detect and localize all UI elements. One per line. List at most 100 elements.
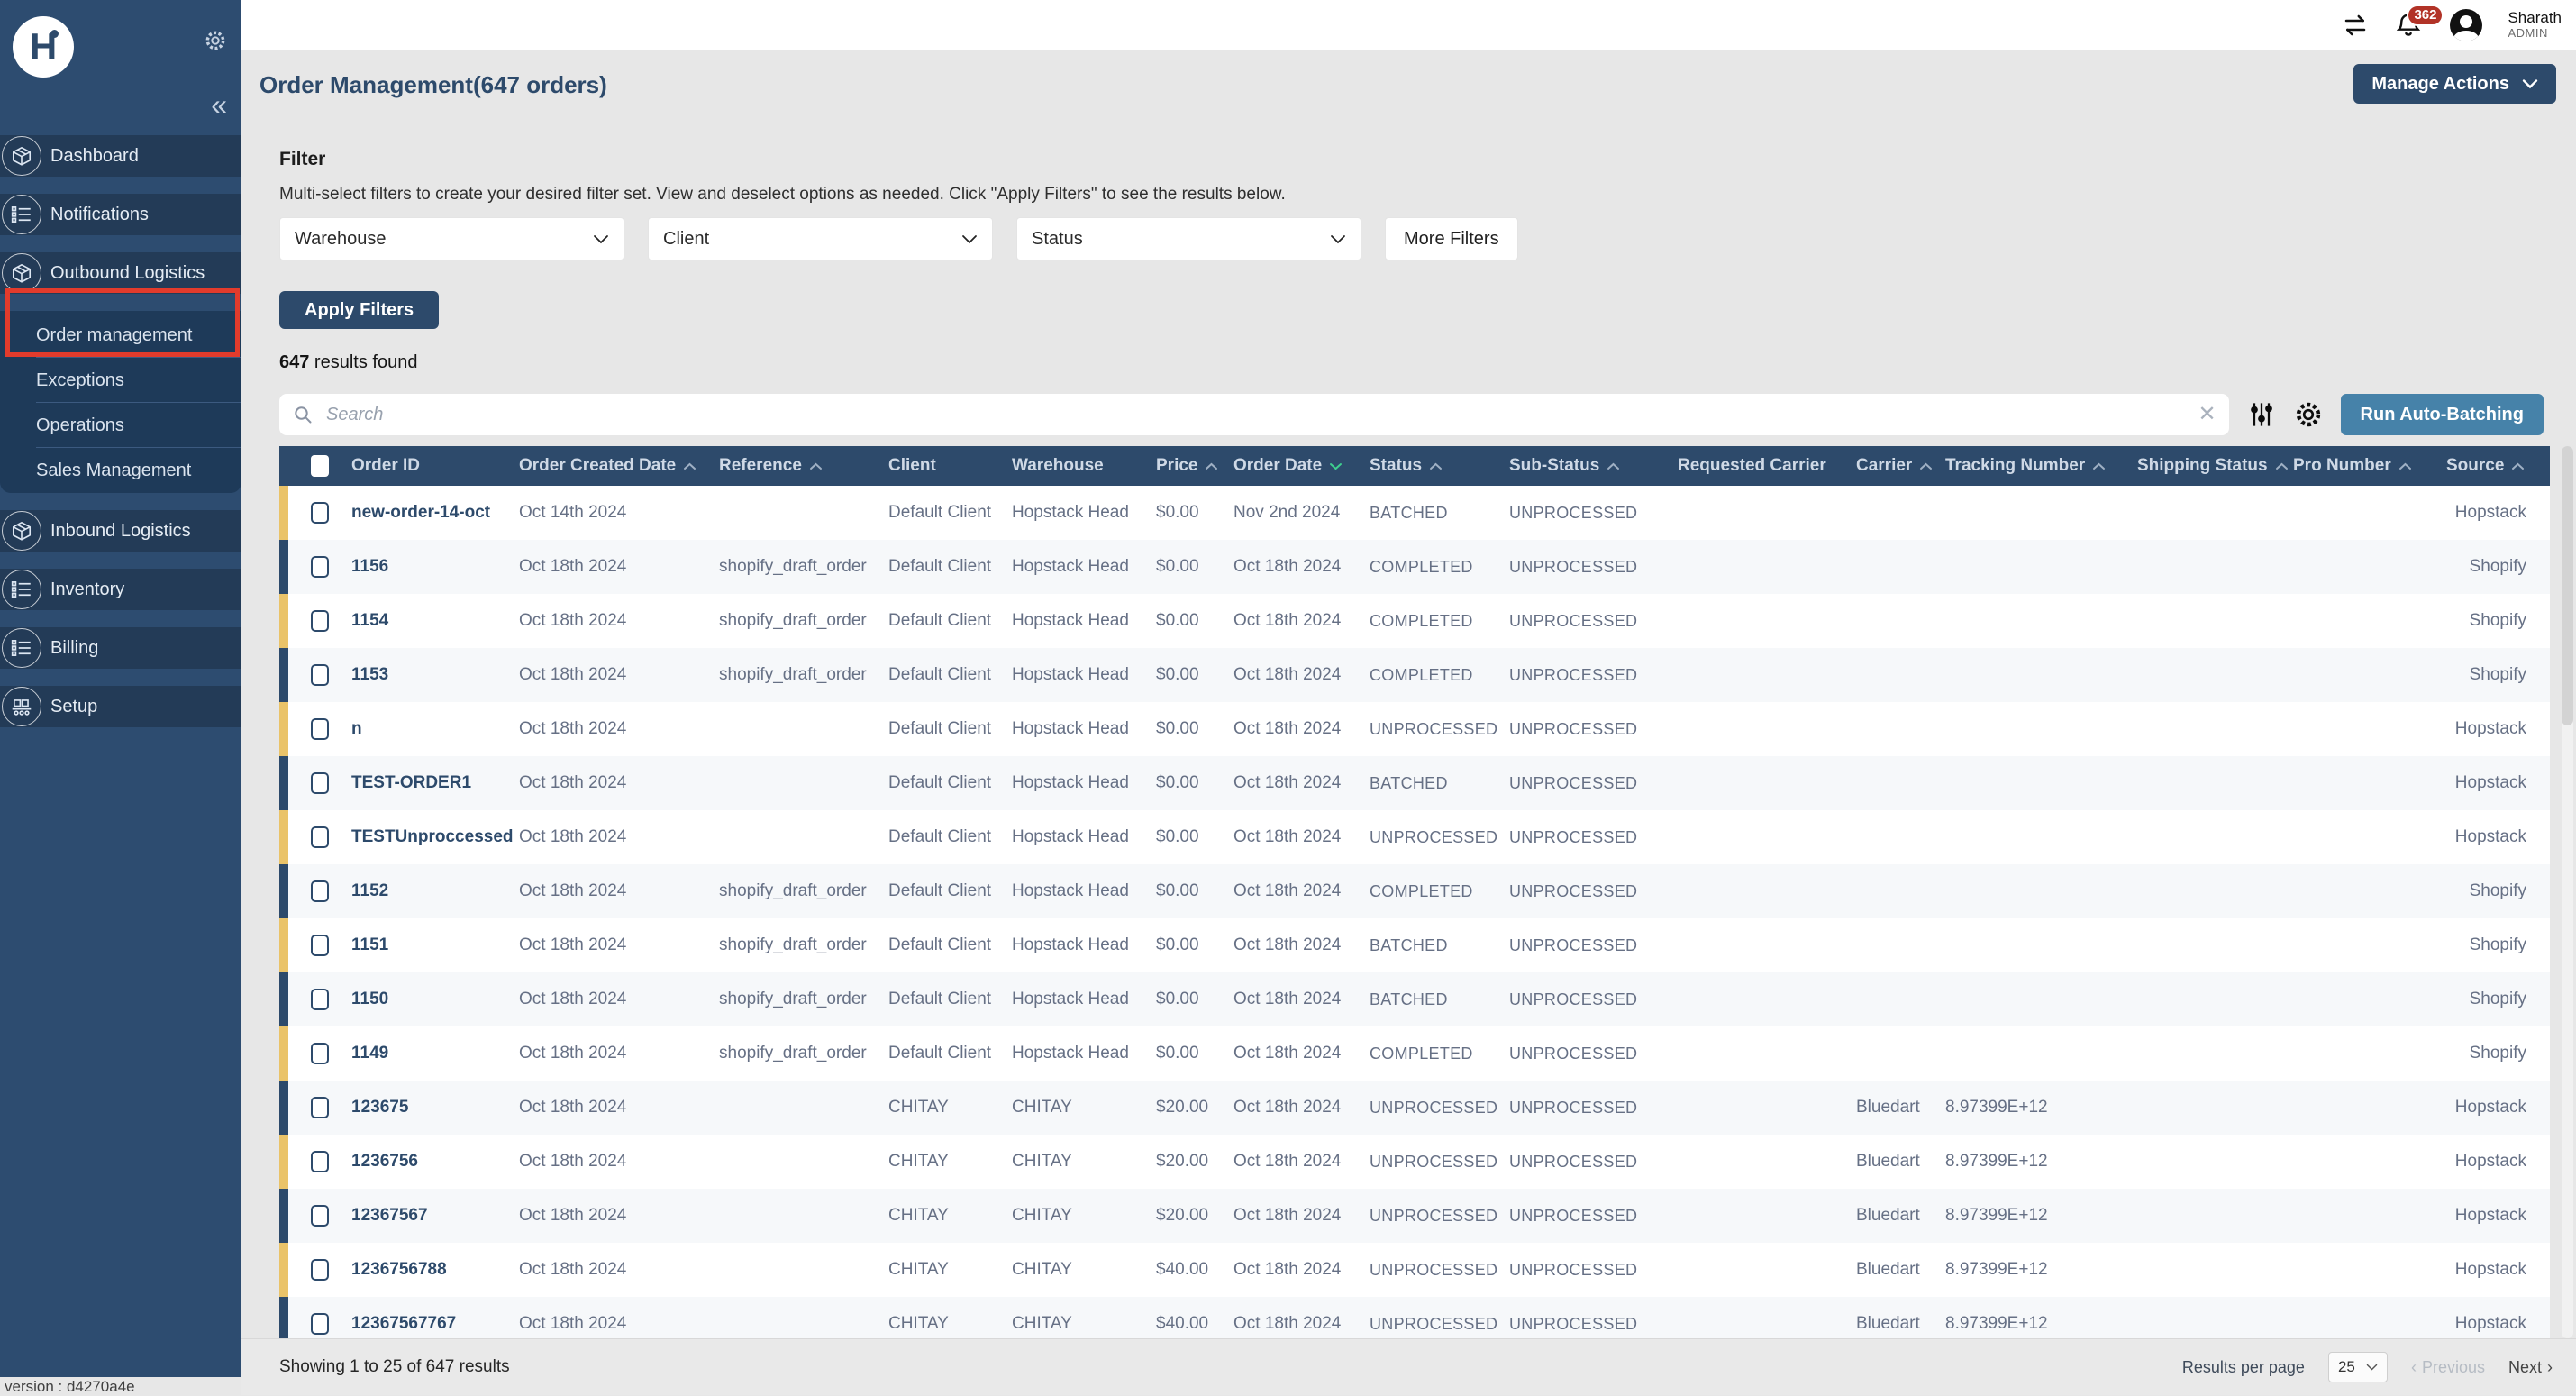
row-checkbox[interactable] bbox=[311, 1259, 329, 1281]
status-filter-dropdown[interactable]: Status bbox=[1016, 217, 1361, 260]
table-row[interactable]: 123675 Oct 18th 2024 CHITAY CHITAY $20.0… bbox=[279, 1081, 2550, 1135]
row-checkbox[interactable] bbox=[311, 1151, 329, 1172]
order-id-link[interactable]: 1154 bbox=[351, 611, 389, 630]
table-row[interactable]: 12367567 Oct 18th 2024 CHITAY CHITAY $20… bbox=[279, 1189, 2550, 1243]
sidebar-item-outbound-logistics[interactable]: Outbound Logistics bbox=[0, 252, 241, 294]
table-row[interactable]: 1149 Oct 18th 2024 shopify_draft_order D… bbox=[279, 1026, 2550, 1081]
table-row[interactable]: 1156 Oct 18th 2024 shopify_draft_order D… bbox=[279, 540, 2550, 594]
page-size-select[interactable]: 25 bbox=[2327, 1352, 2388, 1382]
order-id-link[interactable]: TEST-ORDER1 bbox=[351, 773, 472, 792]
manage-actions-button[interactable]: Manage Actions bbox=[2353, 64, 2556, 104]
warehouse-filter-dropdown[interactable]: Warehouse bbox=[279, 217, 624, 260]
client-filter-dropdown[interactable]: Client bbox=[648, 217, 993, 260]
row-checkbox[interactable] bbox=[311, 880, 329, 902]
search-input[interactable] bbox=[324, 403, 2198, 426]
table-row[interactable]: 1236756 Oct 18th 2024 CHITAY CHITAY $20.… bbox=[279, 1135, 2550, 1189]
order-id-link[interactable]: 123675 bbox=[351, 1098, 409, 1117]
order-id-link[interactable]: new-order-14-oct bbox=[351, 503, 491, 522]
table-row[interactable]: TEST-ORDER1 Oct 18th 2024 Default Client… bbox=[279, 756, 2550, 810]
order-id-link[interactable]: TESTUnproccessed bbox=[351, 827, 514, 846]
column-header-tracking-number[interactable]: Tracking Number bbox=[1945, 456, 2137, 476]
sidebar-item-inventory[interactable]: Inventory bbox=[0, 569, 241, 610]
order-id-link[interactable]: 1153 bbox=[351, 665, 389, 684]
sliders-icon[interactable] bbox=[2247, 400, 2276, 429]
next-page-button[interactable]: Next › bbox=[2508, 1357, 2553, 1376]
notifications-bell[interactable]: 362 bbox=[2394, 4, 2444, 41]
column-header-client[interactable]: Client bbox=[888, 456, 1012, 476]
user-menu[interactable]: Sharath ADMIN bbox=[2508, 9, 2562, 40]
sidebar-gear-icon[interactable] bbox=[204, 29, 227, 52]
sidebar-collapse-icon[interactable]: « bbox=[211, 88, 227, 121]
vertical-scrollbar[interactable] bbox=[2562, 446, 2573, 1338]
avatar[interactable] bbox=[2450, 8, 2483, 41]
order-id-link[interactable]: 1236756 bbox=[351, 1152, 418, 1171]
table-row[interactable]: new-order-14-oct Oct 14th 2024 Default C… bbox=[279, 486, 2550, 540]
app-logo[interactable]: H bbox=[13, 16, 74, 78]
row-checkbox[interactable] bbox=[311, 935, 329, 956]
row-checkbox[interactable] bbox=[311, 1097, 329, 1118]
table-row[interactable]: TESTUnproccessed Oct 18th 2024 Default C… bbox=[279, 810, 2550, 864]
transfer-arrows-icon[interactable] bbox=[2342, 12, 2369, 39]
order-id-link[interactable]: 1152 bbox=[351, 881, 389, 900]
run-auto-batching-button[interactable]: Run Auto-Batching bbox=[2340, 394, 2544, 435]
order-id-link[interactable]: 1150 bbox=[351, 990, 389, 1008]
sidebar-subitem-exceptions[interactable]: Exceptions bbox=[0, 358, 241, 403]
row-checkbox[interactable] bbox=[311, 772, 329, 794]
table-row[interactable]: 12367567767 Oct 18th 2024 CHITAY CHITAY … bbox=[279, 1297, 2550, 1339]
scrollbar-thumb[interactable] bbox=[2562, 446, 2573, 725]
table-row[interactable]: 1150 Oct 18th 2024 shopify_draft_order D… bbox=[279, 972, 2550, 1026]
apply-filters-button[interactable]: Apply Filters bbox=[279, 291, 440, 329]
previous-page-button[interactable]: ‹ Previous bbox=[2410, 1357, 2485, 1376]
column-header-carrier[interactable]: Carrier bbox=[1856, 456, 1945, 476]
sidebar-item-notifications[interactable]: Notifications bbox=[0, 194, 241, 235]
sidebar-subitem-operations[interactable]: Operations bbox=[0, 403, 241, 448]
row-checkbox[interactable] bbox=[311, 989, 329, 1010]
column-header-warehouse[interactable]: Warehouse bbox=[1012, 456, 1156, 476]
column-header-reference[interactable]: Reference bbox=[719, 456, 888, 476]
gear-icon[interactable] bbox=[2294, 400, 2323, 429]
clear-search-icon[interactable]: ✕ bbox=[2198, 402, 2216, 426]
table-body: new-order-14-oct Oct 14th 2024 Default C… bbox=[279, 486, 2550, 1339]
row-checkbox[interactable] bbox=[311, 1313, 329, 1335]
column-header-sub-status[interactable]: Sub-Status bbox=[1509, 456, 1678, 476]
order-id-link[interactable]: 1151 bbox=[351, 935, 389, 954]
column-header-order-created-date[interactable]: Order Created Date bbox=[519, 456, 719, 476]
more-filters-button[interactable]: More Filters bbox=[1385, 217, 1518, 260]
column-header-source[interactable]: Source bbox=[2446, 456, 2550, 476]
sidebar-subitem-order-management[interactable]: Order management bbox=[0, 313, 241, 358]
table-row[interactable]: 1236756788 Oct 18th 2024 CHITAY CHITAY $… bbox=[279, 1243, 2550, 1297]
table-row[interactable]: 1151 Oct 18th 2024 shopify_draft_order D… bbox=[279, 918, 2550, 972]
order-id-link[interactable]: n bbox=[351, 719, 362, 738]
row-checkbox[interactable] bbox=[311, 826, 329, 848]
order-id-link[interactable]: 1156 bbox=[351, 557, 389, 576]
select-all-checkbox[interactable] bbox=[311, 455, 329, 477]
order-id-link[interactable]: 12367567 bbox=[351, 1206, 428, 1225]
column-header-status[interactable]: Status bbox=[1370, 456, 1509, 476]
sidebar-item-billing[interactable]: Billing bbox=[0, 627, 241, 669]
column-header-shipping-status[interactable]: Shipping Status bbox=[2137, 456, 2293, 476]
row-checkbox[interactable] bbox=[311, 1043, 329, 1064]
row-checkbox[interactable] bbox=[311, 664, 329, 686]
column-header-order-date[interactable]: Order Date bbox=[1233, 456, 1370, 476]
sidebar-item-dashboard[interactable]: Dashboard bbox=[0, 135, 241, 177]
sidebar-subitem-sales-management[interactable]: Sales Management bbox=[0, 448, 241, 493]
row-checkbox[interactable] bbox=[311, 610, 329, 632]
table-row[interactable]: n Oct 18th 2024 Default Client Hopstack … bbox=[279, 702, 2550, 756]
order-id-link[interactable]: 12367567767 bbox=[351, 1314, 457, 1333]
row-checkbox[interactable] bbox=[311, 502, 329, 524]
row-checkbox[interactable] bbox=[311, 556, 329, 578]
table-row[interactable]: 1153 Oct 18th 2024 shopify_draft_order D… bbox=[279, 648, 2550, 702]
order-id-link[interactable]: 1149 bbox=[351, 1044, 389, 1063]
column-header-pro-number[interactable]: Pro Number bbox=[2293, 456, 2446, 476]
sidebar-item-setup[interactable]: Setup bbox=[0, 686, 241, 727]
order-id-link[interactable]: 1236756788 bbox=[351, 1260, 447, 1279]
column-header-requested-carrier[interactable]: Requested Carrier bbox=[1678, 456, 1856, 476]
table-row[interactable]: 1154 Oct 18th 2024 shopify_draft_order D… bbox=[279, 594, 2550, 648]
table-row[interactable]: 1152 Oct 18th 2024 shopify_draft_order D… bbox=[279, 864, 2550, 918]
sidebar-item-inbound-logistics[interactable]: Inbound Logistics bbox=[0, 510, 241, 552]
column-header-order-id[interactable]: Order ID bbox=[351, 456, 519, 476]
column-header-price[interactable]: Price bbox=[1156, 456, 1233, 476]
search-box[interactable]: ✕ bbox=[279, 394, 2229, 435]
row-checkbox[interactable] bbox=[311, 1205, 329, 1227]
row-checkbox[interactable] bbox=[311, 718, 329, 740]
